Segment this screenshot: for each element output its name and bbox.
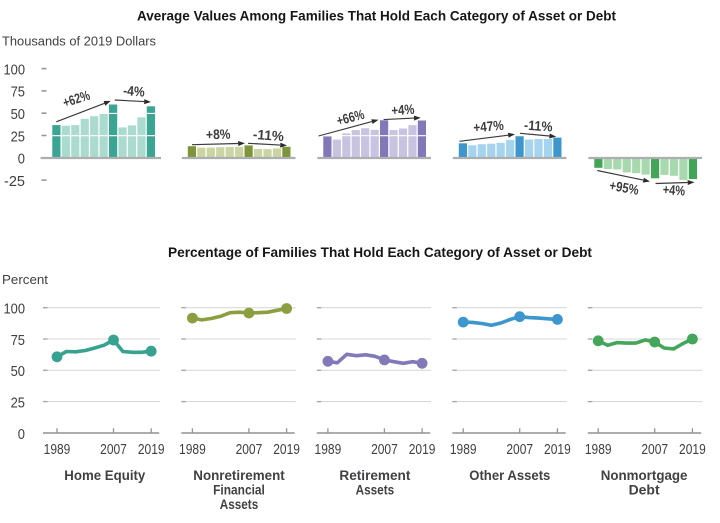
svg-text:25: 25 <box>11 129 25 145</box>
svg-text:2007: 2007 <box>506 442 533 458</box>
svg-text:+4%: +4% <box>662 182 685 199</box>
svg-text:100: 100 <box>4 62 26 78</box>
svg-text:-11%: -11% <box>524 118 553 135</box>
svg-text:75: 75 <box>11 85 25 101</box>
svg-text:2019: 2019 <box>544 442 571 458</box>
svg-text:50: 50 <box>11 107 25 123</box>
svg-text:1989: 1989 <box>585 442 612 458</box>
svg-text:1989: 1989 <box>179 442 206 458</box>
svg-text:2019: 2019 <box>273 442 300 458</box>
svg-text:+8%: +8% <box>206 127 231 143</box>
svg-text:2007: 2007 <box>100 442 127 458</box>
svg-text:-4%: -4% <box>123 83 146 99</box>
svg-text:+47%: +47% <box>473 118 505 136</box>
svg-text:+66%: +66% <box>335 107 366 129</box>
svg-text:Retirement: Retirement <box>339 468 410 483</box>
svg-text:+95%: +95% <box>608 178 640 198</box>
svg-text:+4%: +4% <box>391 102 415 119</box>
svg-text:2019: 2019 <box>138 442 165 458</box>
svg-text:Percentage of Families That Ho: Percentage of Families That Hold Each Ca… <box>168 245 592 260</box>
svg-text:0: 0 <box>18 152 25 168</box>
svg-text:2019: 2019 <box>409 442 436 458</box>
svg-text:2007: 2007 <box>371 442 398 458</box>
svg-text:1989: 1989 <box>315 442 342 458</box>
svg-text:Home Equity: Home Equity <box>64 468 145 483</box>
svg-text:-11%: -11% <box>252 127 284 144</box>
svg-text:Debt: Debt <box>629 483 661 498</box>
svg-text:1989: 1989 <box>450 442 477 458</box>
svg-text:0: 0 <box>18 427 25 443</box>
svg-text:75: 75 <box>11 333 25 349</box>
svg-text:50: 50 <box>11 364 25 380</box>
svg-text:Average Values Among Families: Average Values Among Families That Hold … <box>137 9 616 24</box>
svg-text:-25: -25 <box>4 174 25 190</box>
svg-text:Assets: Assets <box>220 497 259 512</box>
svg-text:25: 25 <box>11 395 25 411</box>
svg-text:100: 100 <box>4 302 26 318</box>
svg-text:Other Assets: Other Assets <box>469 468 550 483</box>
svg-text:2019: 2019 <box>679 442 706 458</box>
svg-text:Thousands of 2019 Dollars: Thousands of 2019 Dollars <box>2 34 156 49</box>
svg-text:2007: 2007 <box>236 442 263 458</box>
svg-text:Financial: Financial <box>213 483 265 498</box>
svg-text:1989: 1989 <box>44 442 71 458</box>
svg-text:Percent: Percent <box>2 272 48 287</box>
svg-text:2007: 2007 <box>641 442 668 458</box>
svg-text:Nonretirement: Nonretirement <box>193 468 285 483</box>
svg-text:Nonmortgage: Nonmortgage <box>601 468 688 483</box>
svg-text:Assets: Assets <box>356 483 395 498</box>
